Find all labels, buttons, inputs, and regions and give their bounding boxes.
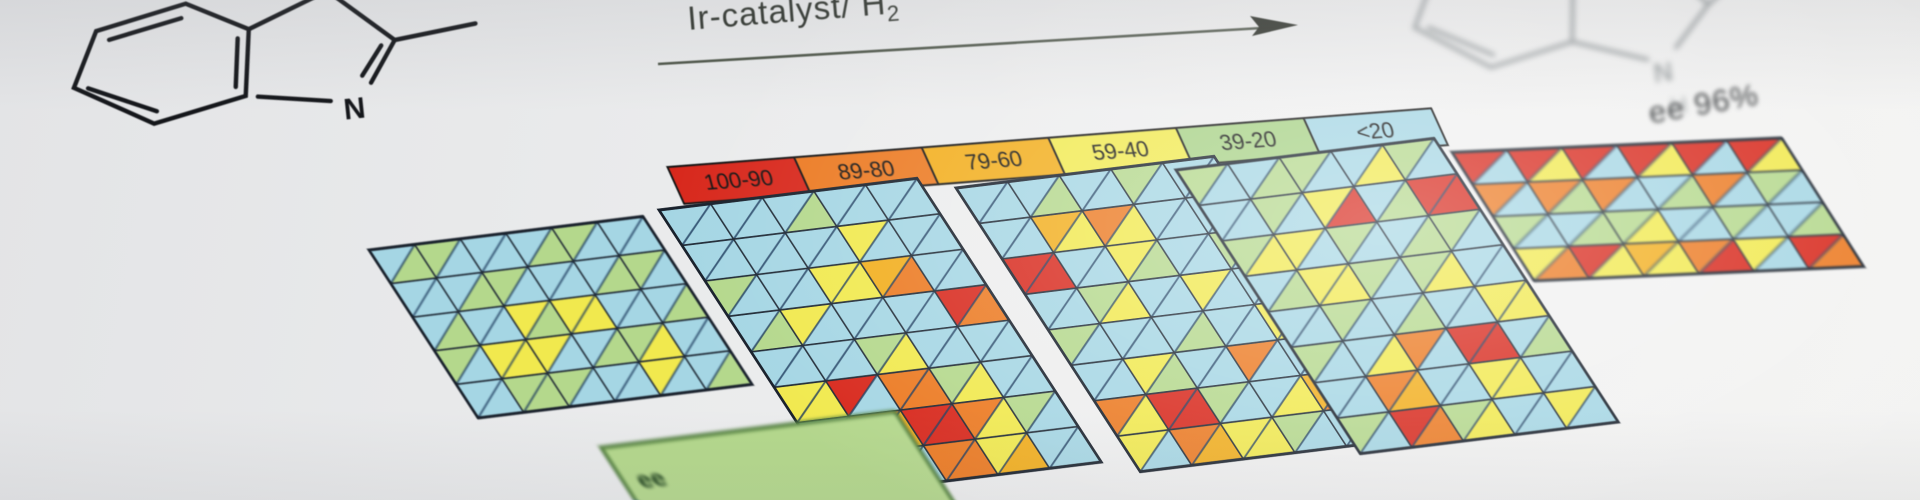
nitrogen-label: N <box>342 92 367 127</box>
product-nh-label: H <box>1668 91 1689 120</box>
product-structure: N H <box>1412 0 1752 121</box>
h2-subscript: 2 <box>885 0 902 27</box>
reaction-arrow <box>657 16 1298 66</box>
substrate-structure: N <box>71 0 478 127</box>
product-nitrogen-label: N <box>1651 56 1674 88</box>
results-grid-5 <box>1448 135 1868 283</box>
magnified-cell: ee <box>598 409 1036 500</box>
legend-bin-label: 79-60 <box>962 146 1025 175</box>
legend-bin-label: 39-20 <box>1216 126 1280 156</box>
results-grid-3 <box>952 154 1402 475</box>
results-grid-1 <box>365 214 756 421</box>
magnified-cell-graphic <box>598 409 1036 500</box>
legend-bin-label: 100-90 <box>701 165 777 195</box>
results-grid-2 <box>655 176 1105 497</box>
results-grid-4 <box>1172 136 1622 457</box>
